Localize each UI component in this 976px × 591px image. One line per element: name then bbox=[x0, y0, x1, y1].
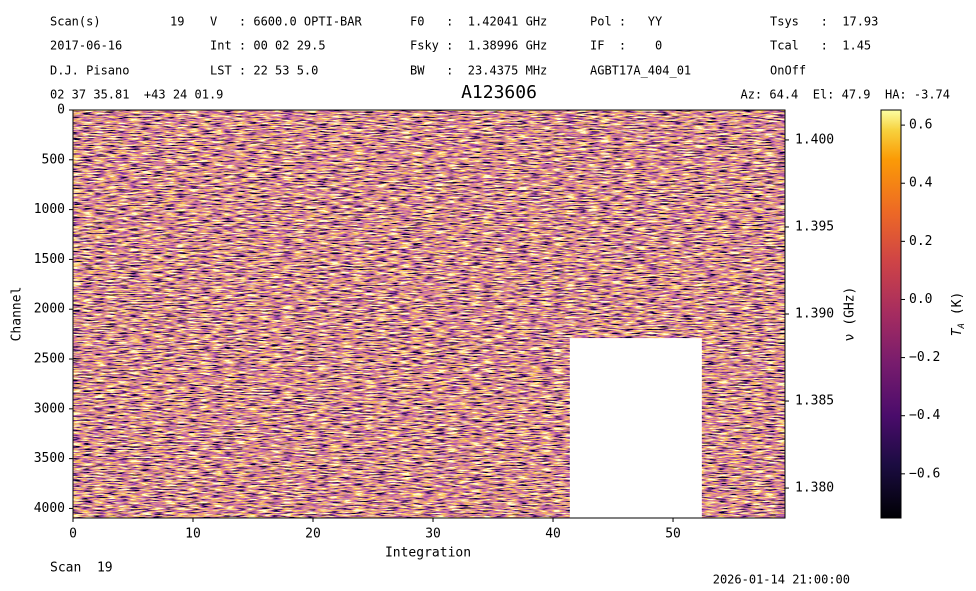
header-field: F0 : 1.42041 GHz bbox=[410, 15, 547, 29]
footer-left: Scan 19 bbox=[50, 561, 113, 576]
colorbar-tick-label: 0.6 bbox=[909, 118, 932, 133]
y2-axis-label: ν (GHz) bbox=[843, 287, 858, 342]
header-field: LST : 22 53 5.0 bbox=[210, 64, 318, 78]
y-tick-label: 2500 bbox=[34, 352, 65, 367]
y2-tick-label: 1.380 bbox=[795, 481, 834, 496]
y-tick-label: 2000 bbox=[34, 302, 65, 317]
colorbar-subscript: A bbox=[957, 323, 967, 329]
header-field: 2017-06-16 bbox=[50, 39, 122, 53]
pointing: Az: 64.4 El: 47.9 HA: -3.74 bbox=[740, 88, 950, 102]
header-field: BW : 23.4375 MHz bbox=[410, 64, 547, 78]
y-tick-label: 500 bbox=[42, 152, 65, 167]
x-tick-label: 50 bbox=[665, 527, 681, 542]
header-field: Tcal : 1.45 bbox=[770, 39, 871, 53]
header-field: Fsky : 1.38996 GHz bbox=[410, 39, 547, 53]
y-tick-label: 3500 bbox=[34, 451, 65, 466]
coordinates: 02 37 35.81 +43 24 01.9 bbox=[50, 88, 223, 102]
colorbar-tick-label: −0.6 bbox=[909, 466, 940, 481]
x-tick-label: 40 bbox=[545, 527, 561, 542]
y2-tick-label: 1.395 bbox=[795, 219, 834, 234]
x-axis-label: Integration bbox=[385, 546, 471, 561]
y2-tick-label: 1.390 bbox=[795, 307, 834, 322]
x-tick-label: 0 bbox=[69, 527, 77, 542]
x-tick-label: 20 bbox=[305, 527, 321, 542]
colorbar-label: TA (K) bbox=[950, 292, 967, 337]
y-tick-label: 4000 bbox=[34, 501, 65, 516]
colorbar bbox=[881, 110, 901, 518]
header-field: AGBT17A_404_01 bbox=[590, 64, 691, 78]
header-field: Tsys : 17.93 bbox=[770, 15, 878, 29]
header-field: IF : 0 bbox=[590, 39, 662, 53]
chart-title: A123606 bbox=[461, 82, 537, 103]
colorbar-frame bbox=[880, 109, 902, 519]
y2-tick-label: 1.400 bbox=[795, 132, 834, 147]
footer-right: 2026-01-14 21:00:00 bbox=[713, 573, 850, 587]
header-field: Pol : YY bbox=[590, 15, 663, 29]
colorbar-tick-label: −0.4 bbox=[909, 408, 940, 423]
colorbar-tick-label: 0.0 bbox=[909, 292, 932, 307]
y2-tick-label: 1.385 bbox=[795, 394, 834, 409]
header: Scan(s) 19 V : 6600.0 OPTI-BAR F0 : 1.42041… bbox=[50, 15, 878, 78]
colorbar-symbol: T bbox=[950, 327, 965, 336]
y-tick-label: 0 bbox=[57, 103, 65, 118]
header-field: V : 6600.0 OPTI-BAR bbox=[210, 15, 362, 29]
colorbar-space bbox=[950, 315, 965, 323]
header-field: OnOff bbox=[770, 64, 806, 78]
x-tick-label: 30 bbox=[425, 527, 441, 542]
colorbar-unit: (K) bbox=[950, 292, 965, 315]
header-field: Int : 00 02 29.5 bbox=[210, 39, 326, 53]
y-axis-label: Channel bbox=[10, 287, 25, 342]
header-field: Scan(s) bbox=[50, 15, 101, 29]
header-field: 19 bbox=[170, 15, 184, 29]
masked-region bbox=[569, 338, 702, 518]
header-field: D.J. Pisano bbox=[50, 64, 129, 78]
x-tick-label: 10 bbox=[185, 527, 201, 542]
y-tick-label: 1000 bbox=[34, 202, 65, 217]
colorbar-tick-label: 0.2 bbox=[909, 234, 932, 249]
y-tick-label: 1500 bbox=[34, 252, 65, 267]
colorbar-tick-label: −0.2 bbox=[909, 350, 940, 365]
colorbar-tick-label: 0.4 bbox=[909, 176, 933, 191]
y-tick-label: 3000 bbox=[34, 401, 65, 416]
